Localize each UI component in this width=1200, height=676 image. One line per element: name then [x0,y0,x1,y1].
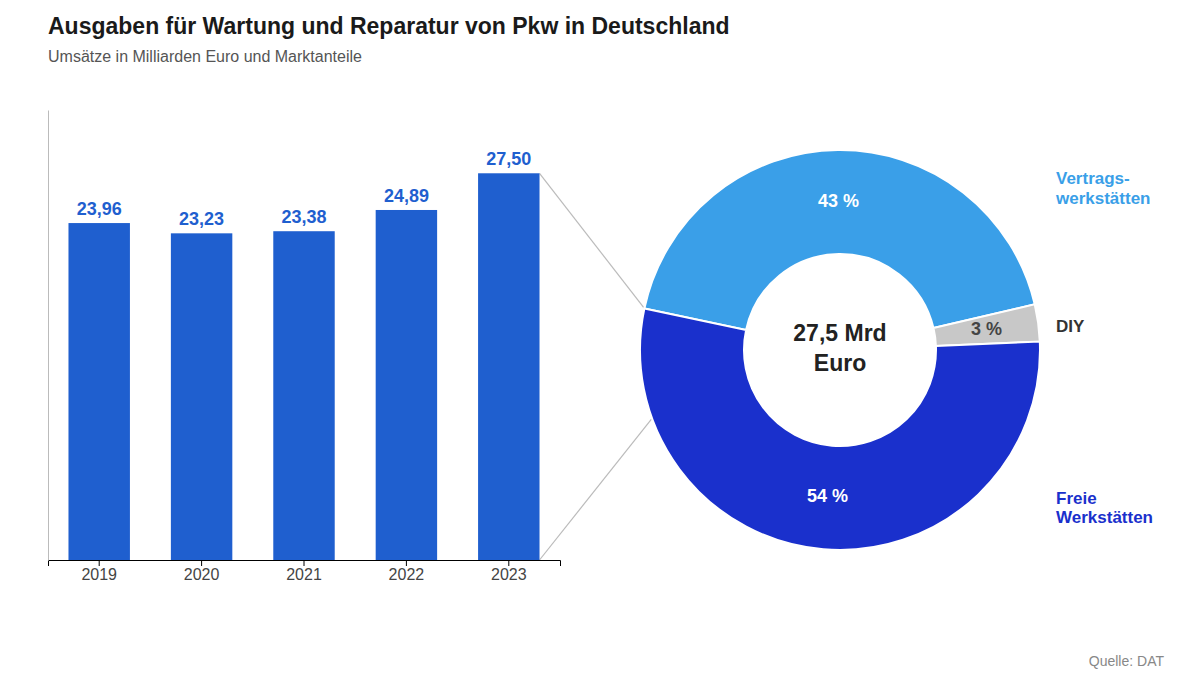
category-label: DIY [1056,318,1085,337]
x-tick: 2023 [491,560,527,583]
x-tick-label: 2019 [81,566,117,583]
data-label: 27,50 [486,149,531,169]
slice [640,308,1040,550]
center-text: Euro [814,350,866,376]
x-tick: 2021 [286,560,322,583]
x-tick-mark [304,560,305,566]
bar [376,210,437,560]
x-tick: 2020 [184,560,220,583]
connectors [540,173,653,560]
category-label: FreieWerkstätten [1056,489,1153,528]
x-tick-mark [406,560,407,566]
bar [68,223,129,560]
donut [640,150,1040,550]
text-line: Werkstätten [1056,509,1153,528]
bar [273,231,334,560]
y-axis [48,111,49,561]
bar [478,173,539,560]
data-label: 24,89 [384,186,429,206]
slice [644,150,1034,330]
subtitle: Umsätze in Milliarden Euro und Marktante… [48,48,362,65]
center-text: 27,5 Mrd [793,320,886,346]
x-tick-label: 2023 [491,566,527,583]
text-line: Freie [1056,489,1097,508]
x-tick-mark [99,560,100,566]
title: Ausgaben für Wartung und Reparatur von P… [48,13,730,39]
x-tick-mark [201,560,202,566]
x-tick-label: 2022 [389,566,425,583]
x-tick-label: 2020 [184,566,220,583]
bar [171,233,232,560]
text-line: werkstätten [1055,189,1150,208]
data-label: 43 % [818,191,859,211]
data-label: 23,38 [281,207,326,227]
x-axis-line [49,561,561,567]
x-tick-mark [508,560,509,566]
connector-line [540,173,645,308]
chart-canvas: Ausgaben für Wartung und Reparatur von P… [0,0,1200,676]
data-label: 54 % [807,486,848,506]
category-label: Vertrags-werkstätten [1055,170,1150,209]
slice [933,304,1039,346]
pie-labels: 43 % Vertrags-werkstätten 3 % DIY 54 % FreieW… [807,170,1153,528]
x-tick: 2022 [389,560,425,583]
y-axis-line [48,111,49,561]
data-labels: 23,96 23,23 23,38 24,89 27,50 [77,149,532,229]
connector-line [540,418,653,560]
text-line: Vertrags- [1056,170,1130,189]
bars [68,173,539,560]
text-line: DIY [1056,318,1085,337]
data-label: 23,23 [179,209,224,229]
x-axis: 2019 2020 2021 2022 2023 [49,560,561,583]
source: Quelle: DAT [1089,653,1165,669]
data-label: 3 % [971,319,1002,339]
x-tick: 2019 [81,560,117,583]
data-label: 23,96 [77,199,122,219]
x-tick-label: 2021 [286,566,322,583]
